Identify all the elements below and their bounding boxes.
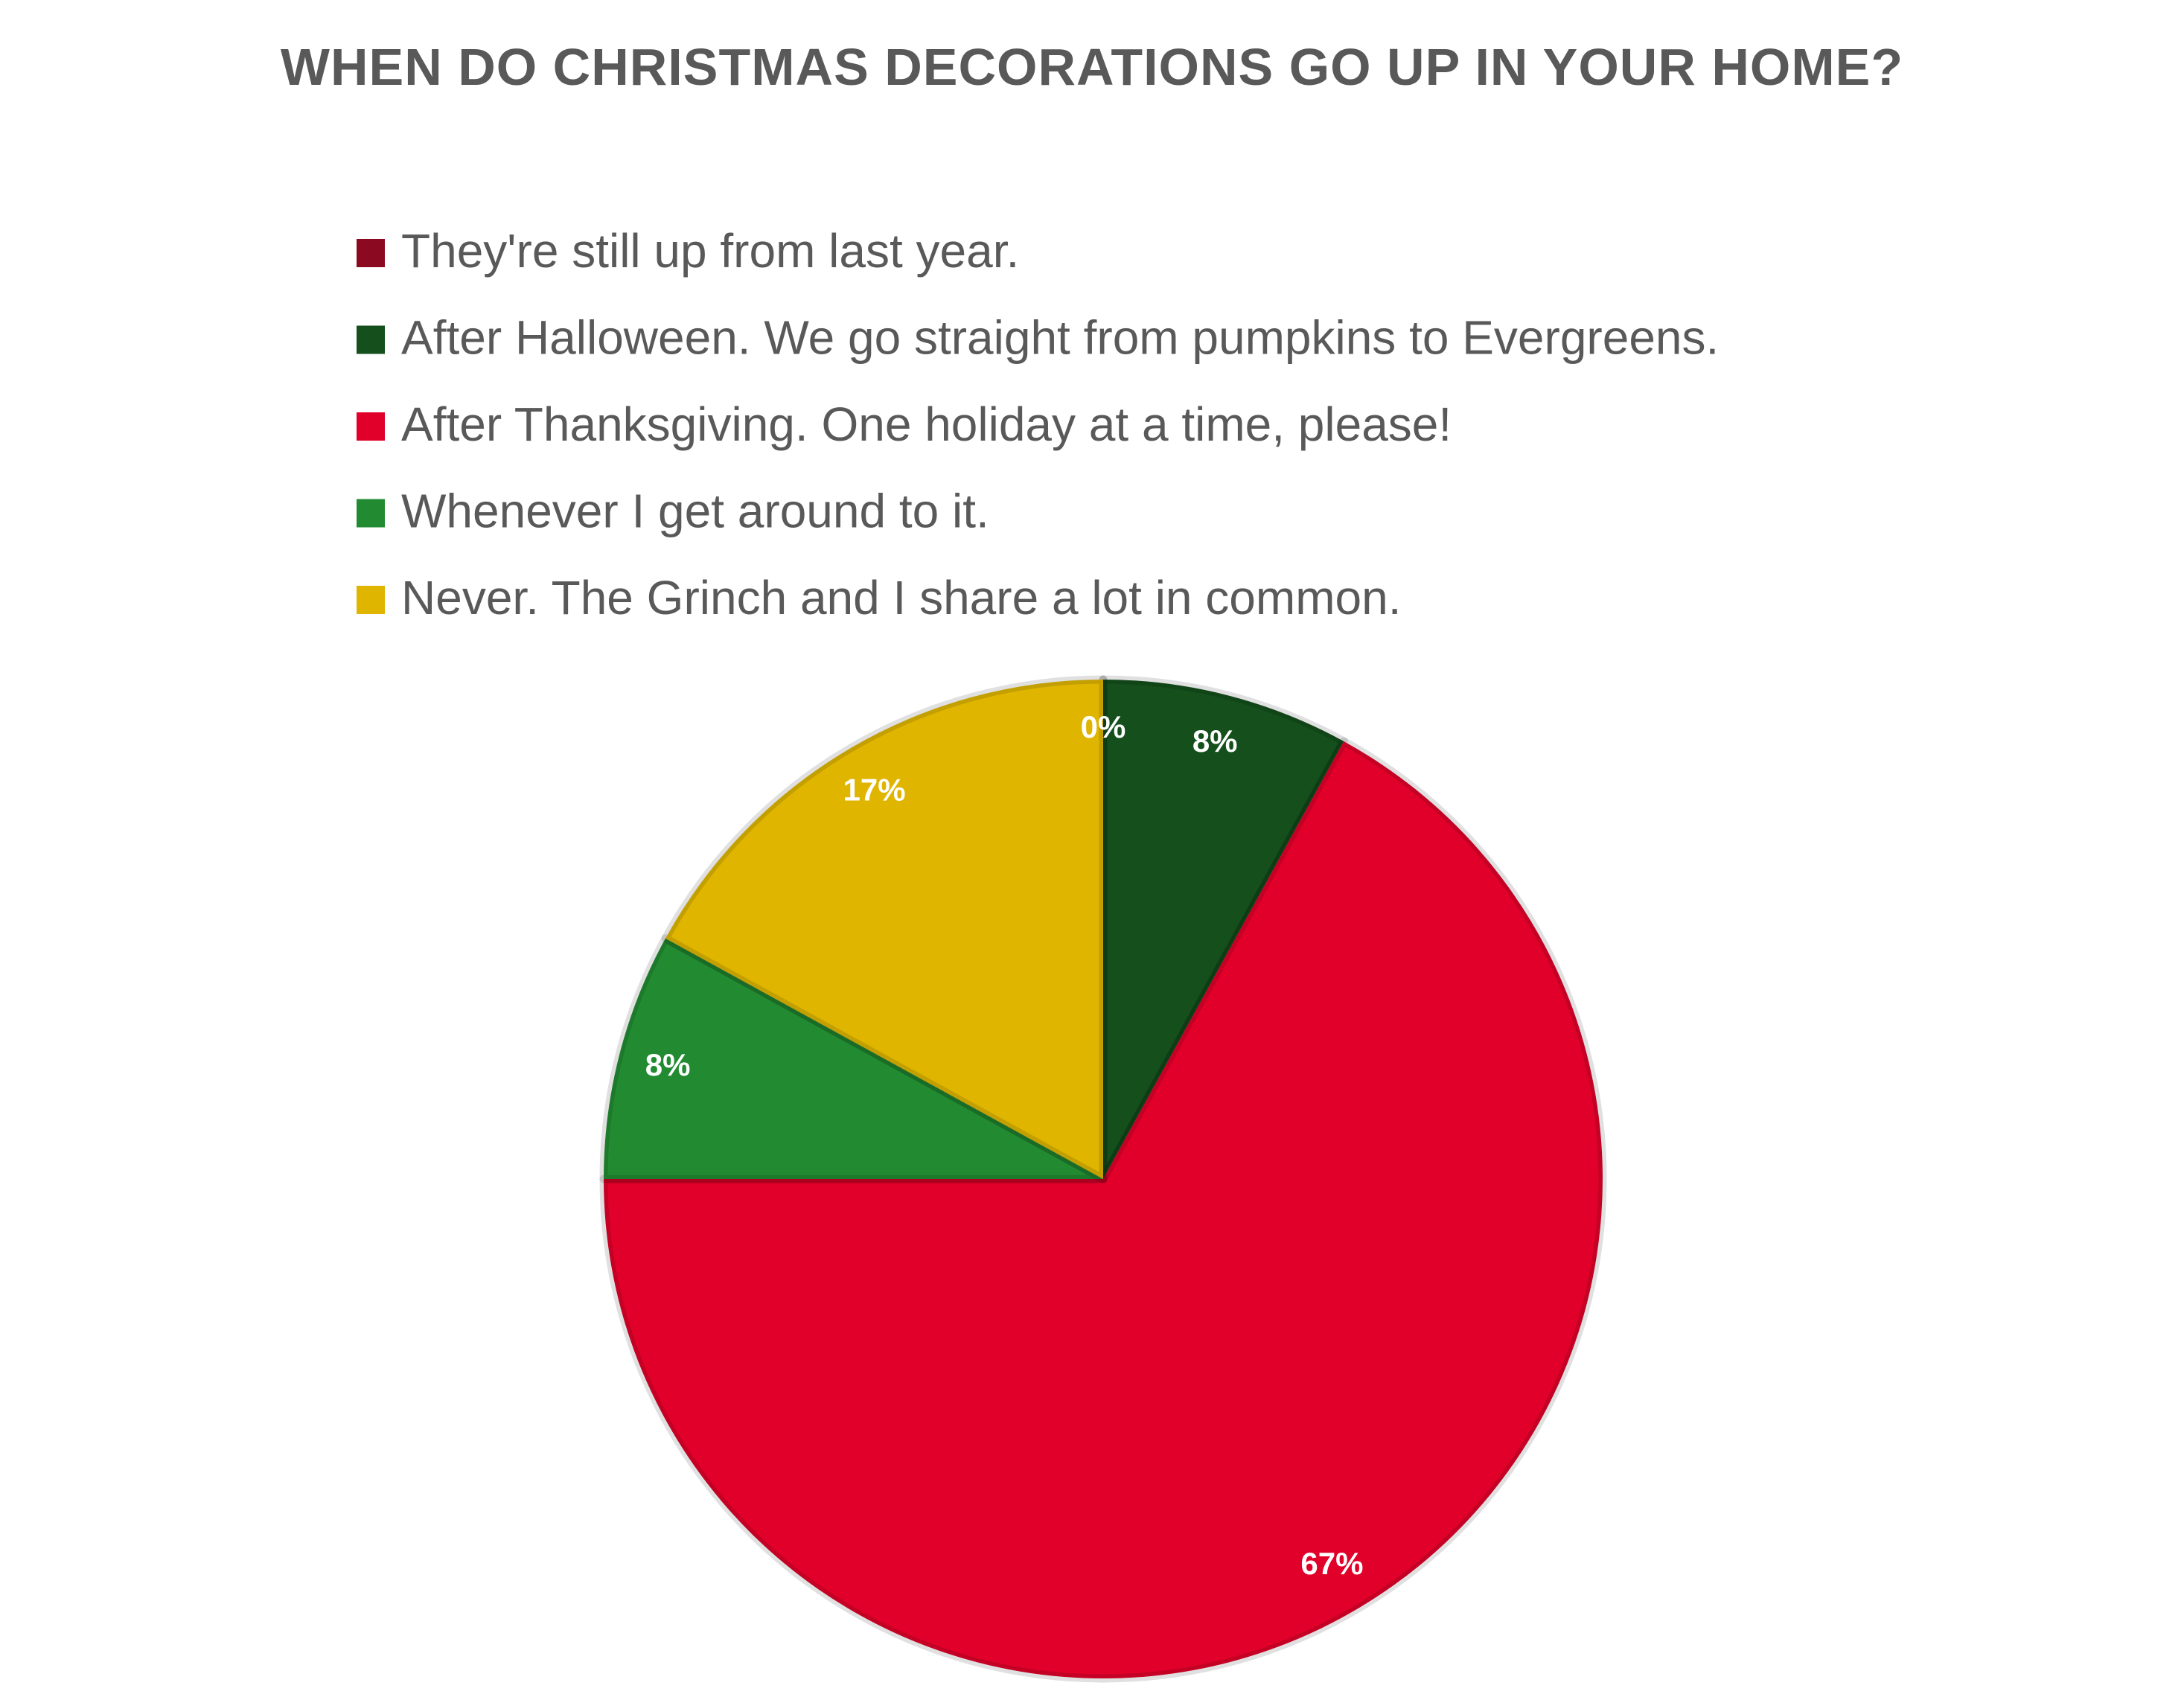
value-label: 67% (1300, 1546, 1363, 1581)
legend-text: After Halloween. We go straight from pum… (401, 310, 1719, 364)
legend-swatch (357, 499, 385, 528)
pie-slice (599, 934, 1108, 1183)
legend-swatch (357, 586, 385, 614)
legend-swatch (357, 239, 385, 267)
pie-slice (661, 675, 1108, 1183)
value-label: 8% (1192, 723, 1238, 758)
legend-swatch (357, 412, 385, 441)
value-label: 17% (843, 772, 906, 807)
legend-text: They're still up from last year. (401, 224, 1019, 278)
legend-swatch (357, 325, 385, 354)
legend-text: Never. The Grinch and I share a lot in c… (401, 571, 1401, 624)
legend-text: After Thanksgiving. One holiday at a tim… (401, 397, 1452, 451)
pie-slice (1099, 675, 1348, 1183)
value-label: 8% (645, 1047, 691, 1082)
legend-text: Whenever I get around to it. (401, 484, 989, 537)
pie-slice (599, 737, 1607, 1683)
value-label: 0% (1081, 709, 1126, 744)
chart-title: WHEN DO CHRISTMAS DECORATIONS GO UP IN Y… (280, 38, 1904, 96)
